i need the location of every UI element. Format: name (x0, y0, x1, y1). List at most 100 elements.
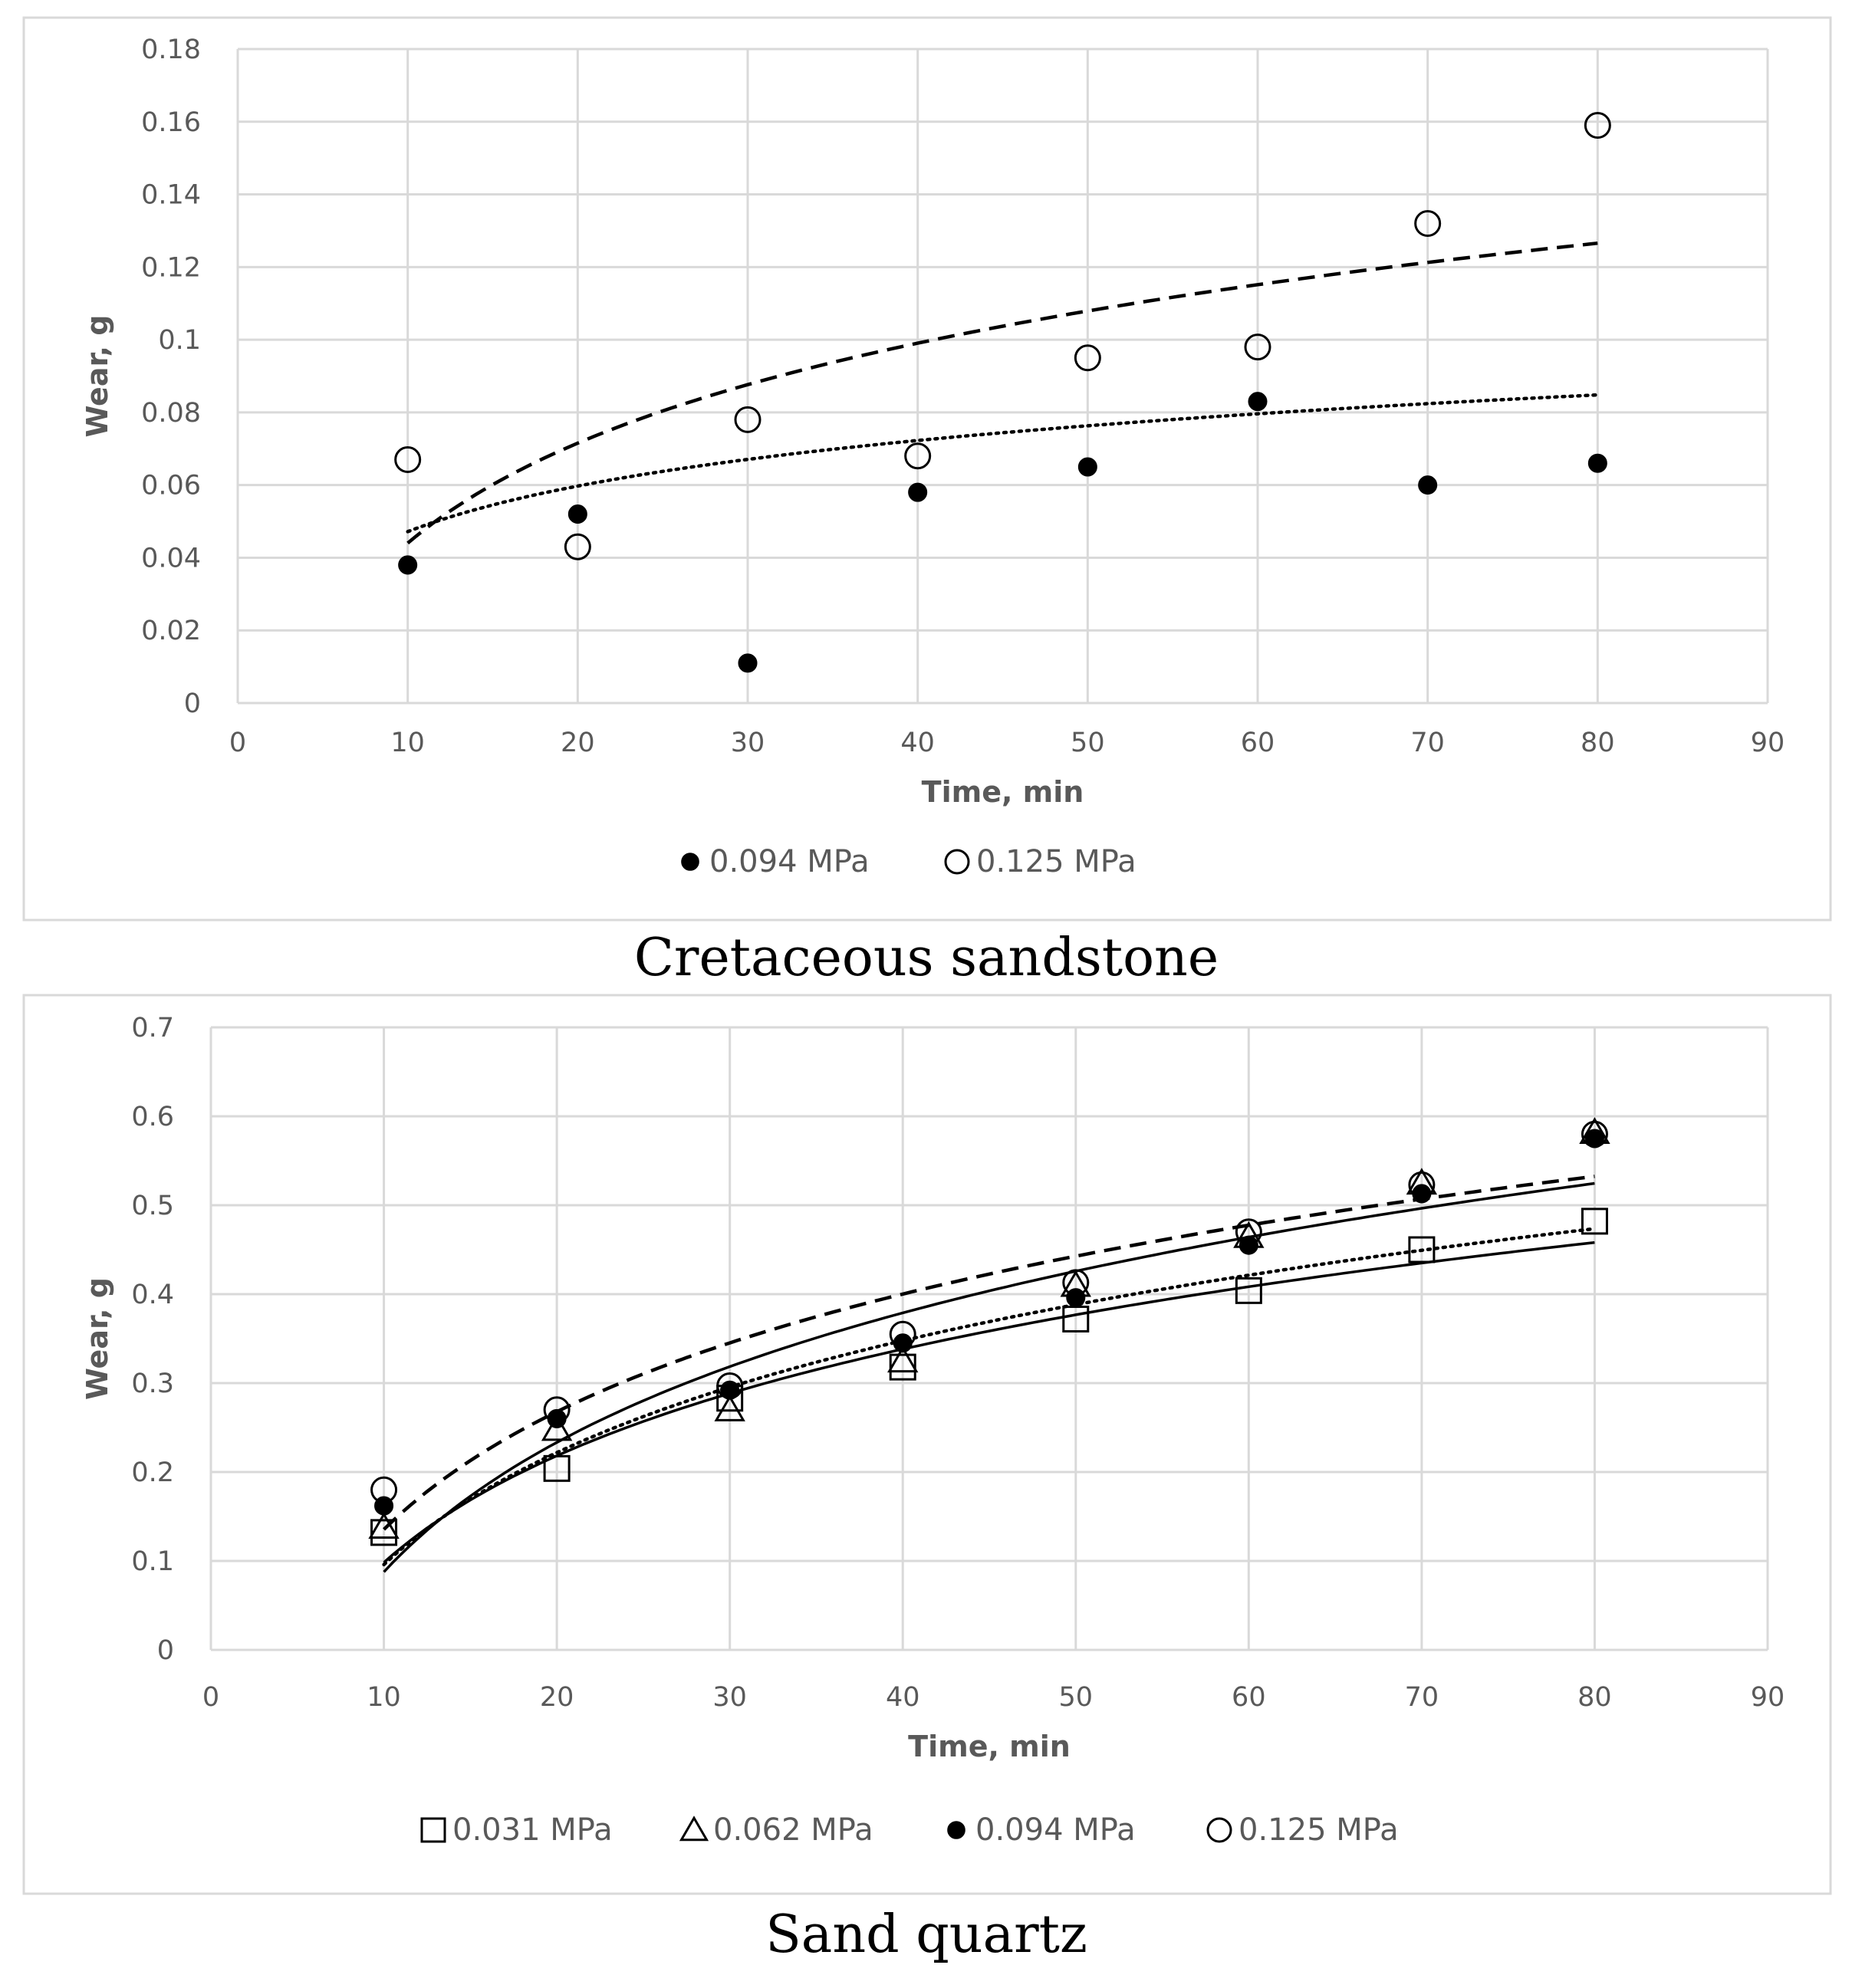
x-tick-label: 10 (367, 1682, 401, 1713)
x-axis-title: Time, min (908, 1730, 1071, 1763)
y-axis-title: Wear, g (81, 315, 114, 438)
data-point (1248, 392, 1268, 412)
data-point (1235, 1218, 1262, 1246)
data-point (1418, 475, 1438, 495)
data-point (567, 504, 587, 524)
x-tick-label: 70 (1405, 1682, 1439, 1713)
y-tick-label: 0.14 (141, 180, 201, 211)
chart-caption: Cretaceous sandstone (634, 928, 1219, 988)
legend-marker (420, 1817, 446, 1843)
y-tick-label: 0.1 (158, 325, 201, 356)
legend-label: 0.094 MPa (975, 1812, 1136, 1848)
data-point (1244, 334, 1271, 361)
trendline-0-125-mpa (406, 241, 1598, 545)
x-tick-label: 30 (731, 728, 765, 758)
data-point (1074, 344, 1101, 372)
data-point (543, 1454, 571, 1482)
data-point (394, 445, 422, 473)
x-tick-label: 60 (1232, 1682, 1266, 1713)
y-tick-label: 0.04 (141, 543, 201, 573)
x-tick-label: 70 (1410, 728, 1445, 758)
data-point (1587, 453, 1607, 473)
legend-marker (679, 1815, 709, 1842)
y-axis-title: Wear, g (81, 1277, 114, 1400)
data-point (398, 555, 418, 575)
data-point (889, 1320, 916, 1348)
x-tick-label: 50 (1059, 1682, 1094, 1713)
y-tick-label: 0.16 (141, 107, 201, 138)
x-tick-label: 10 (390, 728, 425, 758)
trendline-0-125-mpa (383, 1175, 1595, 1531)
y-tick-label: 0.08 (141, 398, 201, 429)
trendline-0-094-mpa (406, 393, 1600, 534)
data-point (370, 1476, 398, 1503)
legend-label: 0.062 MPa (713, 1812, 873, 1848)
data-point (1408, 1236, 1436, 1263)
data-point (738, 653, 758, 673)
chart-cretaceous-sandstone: 0 10 20 30 40 50 60 70 80 90 0 0.02 0.04 0.06 0.08 0.1 0… (81, 35, 1785, 988)
x-tick-label: 80 (1577, 1682, 1612, 1713)
y-tick-label: 0.4 (131, 1280, 174, 1310)
y-tick-label: 0 (157, 1635, 174, 1666)
data-point (368, 1512, 400, 1539)
data-point (1062, 1269, 1090, 1296)
data-point (1408, 1171, 1436, 1198)
data-point (893, 1333, 913, 1353)
data-point (887, 1346, 919, 1373)
trendline-0-031-mpa (383, 1240, 1595, 1564)
data-point (543, 1396, 571, 1424)
data-point (1412, 1184, 1432, 1204)
data-point (370, 1519, 398, 1546)
y-tick-label: 0.1 (131, 1546, 174, 1577)
data-point (564, 533, 591, 560)
chart-sand-quartz: 0 10 20 30 40 50 60 70 80 90 0 0.1 0.2 0.3 0.4 0.5 0.6 0.… (81, 1013, 1785, 1965)
x-axis-title: Time, min (922, 775, 1084, 809)
y-tick-label: 0.2 (131, 1457, 174, 1488)
data-point (541, 1414, 573, 1441)
data-point (1414, 209, 1442, 237)
legend-marker (1206, 1817, 1232, 1843)
chart-caption: Sand quartz (765, 1904, 1087, 1965)
x-tick-label: 40 (900, 728, 935, 758)
y-tick-label: 0.02 (141, 616, 201, 646)
legend-label: 0.125 MPa (1239, 1812, 1399, 1848)
trendline-0-062-mpa (383, 1181, 1595, 1573)
y-tick-label: 0.3 (131, 1369, 174, 1399)
data-point (1077, 457, 1097, 477)
x-tick-label: 30 (712, 1682, 747, 1713)
y-tick-label: 0.18 (141, 35, 201, 65)
y-tick-label: 0.6 (131, 1102, 174, 1132)
data-point (714, 1395, 745, 1421)
legend-label: 0.094 MPa (709, 844, 870, 879)
y-tick-label: 0 (184, 688, 201, 719)
x-tick-label: 80 (1581, 728, 1615, 758)
data-point (1584, 112, 1611, 140)
chart-frame-sand-quartz (22, 994, 1832, 1895)
y-tick-label: 0.7 (131, 1013, 174, 1043)
legend-marker (947, 1821, 965, 1839)
x-tick-label: 20 (540, 1682, 574, 1713)
data-point (908, 482, 928, 502)
x-tick-label: 0 (229, 728, 246, 758)
legend-marker (681, 853, 699, 871)
data-point (1581, 1120, 1608, 1148)
x-tick-label: 60 (1241, 728, 1275, 758)
data-point (1581, 1208, 1608, 1235)
x-tick-label: 90 (1751, 1682, 1785, 1713)
data-point (1235, 1277, 1262, 1304)
chart-frame-cretaceous (22, 16, 1832, 922)
y-tick-label: 0.06 (141, 471, 201, 501)
legend-label: 0.125 MPa (976, 844, 1137, 879)
x-tick-label: 90 (1751, 728, 1785, 758)
trendline-0-094-mpa (382, 1227, 1597, 1566)
x-tick-label: 50 (1071, 728, 1105, 758)
data-point (547, 1408, 567, 1428)
y-tick-label: 0.12 (141, 252, 201, 283)
data-point (716, 1372, 744, 1399)
data-point (904, 442, 932, 470)
x-tick-label: 40 (886, 1682, 920, 1713)
data-point (1066, 1288, 1086, 1308)
data-point (734, 406, 762, 433)
legend-marker (944, 849, 970, 875)
